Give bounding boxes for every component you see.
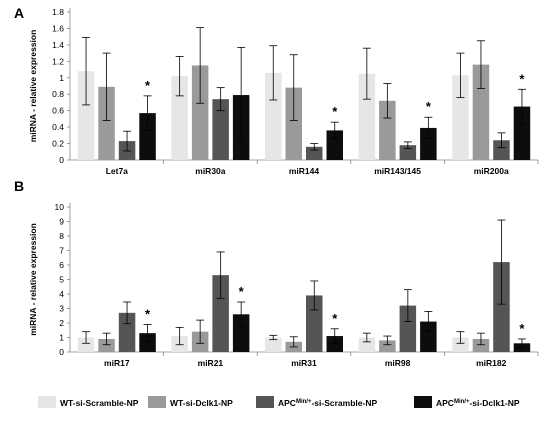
bar (98, 86, 115, 160)
y-tick-label: 9 (59, 217, 64, 227)
y-tick-label: 5 (59, 275, 64, 285)
x-tick-label: miR200a (474, 166, 509, 176)
bar (77, 337, 95, 352)
y-tick-label: 3 (59, 304, 64, 314)
y-tick-label: 1 (59, 73, 64, 83)
y-tick-label: 0.2 (52, 139, 64, 149)
bar (118, 312, 136, 352)
bar (493, 140, 510, 160)
significance-marker: * (332, 104, 338, 119)
bar (212, 275, 229, 352)
legend-label: APCMin/+-si-Dclk1-NP (436, 398, 520, 408)
y-tick-label: 4 (59, 289, 64, 299)
significance-marker: * (145, 306, 151, 321)
x-tick-label: miR144 (289, 166, 320, 176)
legend: WT-si-Scramble-NP WT-si-Dclk1-NP APCMin/+-… (38, 396, 520, 408)
y-tick-label: 1.4 (52, 40, 64, 50)
y-tick-label: 0 (59, 155, 64, 165)
bar (98, 338, 115, 352)
y-tick-label: 1.6 (52, 23, 64, 33)
y-tick-label: 0.4 (52, 122, 64, 132)
x-tick-label: miR21 (198, 358, 224, 368)
panel-label: B (14, 178, 24, 194)
significance-marker: * (426, 99, 432, 114)
y-tick-label: 7 (59, 246, 64, 256)
x-tick-label: miR98 (385, 358, 411, 368)
legend-label: WT-si-Scramble-NP (60, 398, 139, 408)
bar (212, 99, 229, 160)
y-tick-label: 0.8 (52, 89, 64, 99)
significance-marker: * (519, 321, 525, 336)
bar (171, 76, 188, 160)
bar (379, 100, 396, 160)
significance-marker: * (239, 284, 245, 299)
y-tick-label: 8 (59, 231, 64, 241)
bar (420, 127, 437, 160)
bar (358, 337, 376, 352)
bar (399, 305, 417, 352)
legend-swatch (38, 396, 56, 408)
x-tick-label: miR182 (476, 358, 507, 368)
x-tick-label: miR17 (104, 358, 130, 368)
y-tick-label: 2 (59, 318, 64, 328)
x-tick-label: miR31 (291, 358, 317, 368)
bar (306, 295, 323, 352)
bar (472, 64, 490, 160)
bar (139, 333, 156, 352)
y-tick-label: 0 (59, 347, 64, 357)
bar (232, 314, 250, 352)
bar (265, 337, 282, 352)
legend-label: WT-si-Dclk1-NP (170, 398, 233, 408)
bar (285, 87, 302, 160)
bar (493, 262, 510, 352)
bar (191, 65, 209, 160)
bar (139, 113, 156, 160)
y-tick-label: 6 (59, 260, 64, 270)
significance-marker: * (519, 71, 525, 86)
y-tick-label: 0.6 (52, 106, 64, 116)
bar (326, 336, 343, 352)
y-tick-label: 1.8 (52, 7, 64, 17)
y-axis-label: miRNA - relative expression (28, 30, 38, 143)
significance-marker: * (332, 311, 338, 326)
bar (452, 75, 469, 160)
legend-swatch (414, 396, 432, 408)
significance-marker: * (145, 78, 151, 93)
bar (358, 73, 376, 160)
bar (326, 130, 343, 160)
panel-label: A (14, 5, 24, 21)
bar (77, 71, 95, 160)
bar (513, 106, 531, 160)
bar (452, 337, 469, 352)
legend-swatch (148, 396, 166, 408)
bar (420, 321, 437, 352)
bar (472, 338, 490, 352)
legend-label: APCMin/+-si-Scramble-NP (278, 398, 377, 408)
bar (306, 146, 323, 160)
bar (265, 72, 282, 160)
y-tick-label: 1 (59, 333, 64, 343)
x-tick-label: miR143/145 (374, 166, 421, 176)
y-tick-label: 1.2 (52, 56, 64, 66)
x-tick-label: Let7a (106, 166, 128, 176)
bar (399, 145, 417, 160)
legend-swatch (256, 396, 274, 408)
x-tick-label: miR30a (195, 166, 226, 176)
bar (379, 340, 396, 352)
y-axis-label: miRNA - relative expression (28, 223, 38, 336)
y-tick-label: 10 (55, 202, 65, 212)
